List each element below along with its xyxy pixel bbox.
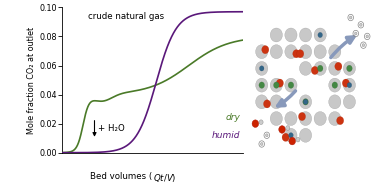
Circle shape xyxy=(263,100,271,108)
Circle shape xyxy=(297,50,304,58)
Circle shape xyxy=(299,61,312,75)
Circle shape xyxy=(299,28,312,42)
Circle shape xyxy=(289,133,293,138)
Circle shape xyxy=(262,46,269,54)
Circle shape xyxy=(276,79,284,87)
Circle shape xyxy=(311,66,318,75)
Circle shape xyxy=(285,128,297,142)
Text: + H₂O: + H₂O xyxy=(98,123,125,132)
Circle shape xyxy=(343,78,356,92)
Circle shape xyxy=(256,95,268,109)
Circle shape xyxy=(362,44,365,47)
Circle shape xyxy=(270,78,282,92)
Circle shape xyxy=(349,16,352,19)
Circle shape xyxy=(289,137,296,145)
Circle shape xyxy=(299,112,305,121)
Circle shape xyxy=(335,62,342,70)
Circle shape xyxy=(279,126,285,133)
Circle shape xyxy=(318,32,322,38)
Circle shape xyxy=(314,112,326,125)
Circle shape xyxy=(332,82,338,88)
Y-axis label: Mole fraction CO₂ at outlet: Mole fraction CO₂ at outlet xyxy=(28,26,36,134)
Circle shape xyxy=(347,65,352,72)
Circle shape xyxy=(355,32,357,35)
Circle shape xyxy=(343,95,356,109)
Circle shape xyxy=(299,95,312,109)
Text: humid: humid xyxy=(212,131,240,140)
Circle shape xyxy=(282,133,289,141)
Circle shape xyxy=(342,79,349,87)
Circle shape xyxy=(347,82,352,88)
Circle shape xyxy=(270,95,282,109)
Circle shape xyxy=(270,112,282,125)
Circle shape xyxy=(296,137,300,142)
Circle shape xyxy=(366,35,369,38)
Circle shape xyxy=(259,66,264,71)
Circle shape xyxy=(329,112,341,125)
Circle shape xyxy=(256,45,268,59)
Circle shape xyxy=(299,128,312,142)
Circle shape xyxy=(256,78,268,92)
Text: dry: dry xyxy=(225,113,240,122)
Circle shape xyxy=(285,78,297,92)
Circle shape xyxy=(259,120,263,125)
Circle shape xyxy=(293,50,300,58)
Text: Bed volumes (: Bed volumes ( xyxy=(90,172,153,181)
Circle shape xyxy=(314,61,326,75)
Circle shape xyxy=(303,99,308,105)
Circle shape xyxy=(299,45,312,59)
Circle shape xyxy=(303,99,308,105)
Text: $Qt/V$): $Qt/V$) xyxy=(153,172,176,184)
Text: crude natural gas: crude natural gas xyxy=(88,12,164,21)
Circle shape xyxy=(260,143,263,145)
Circle shape xyxy=(343,61,356,75)
Circle shape xyxy=(314,28,326,42)
Circle shape xyxy=(256,61,268,75)
Circle shape xyxy=(329,78,341,92)
Circle shape xyxy=(299,112,312,125)
Circle shape xyxy=(274,82,279,88)
Circle shape xyxy=(285,112,297,125)
Circle shape xyxy=(270,45,282,59)
Circle shape xyxy=(285,45,297,59)
Circle shape xyxy=(329,45,341,59)
Circle shape xyxy=(270,28,282,42)
Circle shape xyxy=(286,126,290,130)
Circle shape xyxy=(329,61,341,75)
Circle shape xyxy=(265,134,268,137)
Circle shape xyxy=(329,95,341,109)
Circle shape xyxy=(259,82,265,88)
Circle shape xyxy=(314,45,326,59)
Circle shape xyxy=(285,28,297,42)
Circle shape xyxy=(336,116,344,125)
Circle shape xyxy=(359,23,362,26)
Circle shape xyxy=(288,82,294,88)
Circle shape xyxy=(252,120,259,128)
Circle shape xyxy=(318,65,323,72)
